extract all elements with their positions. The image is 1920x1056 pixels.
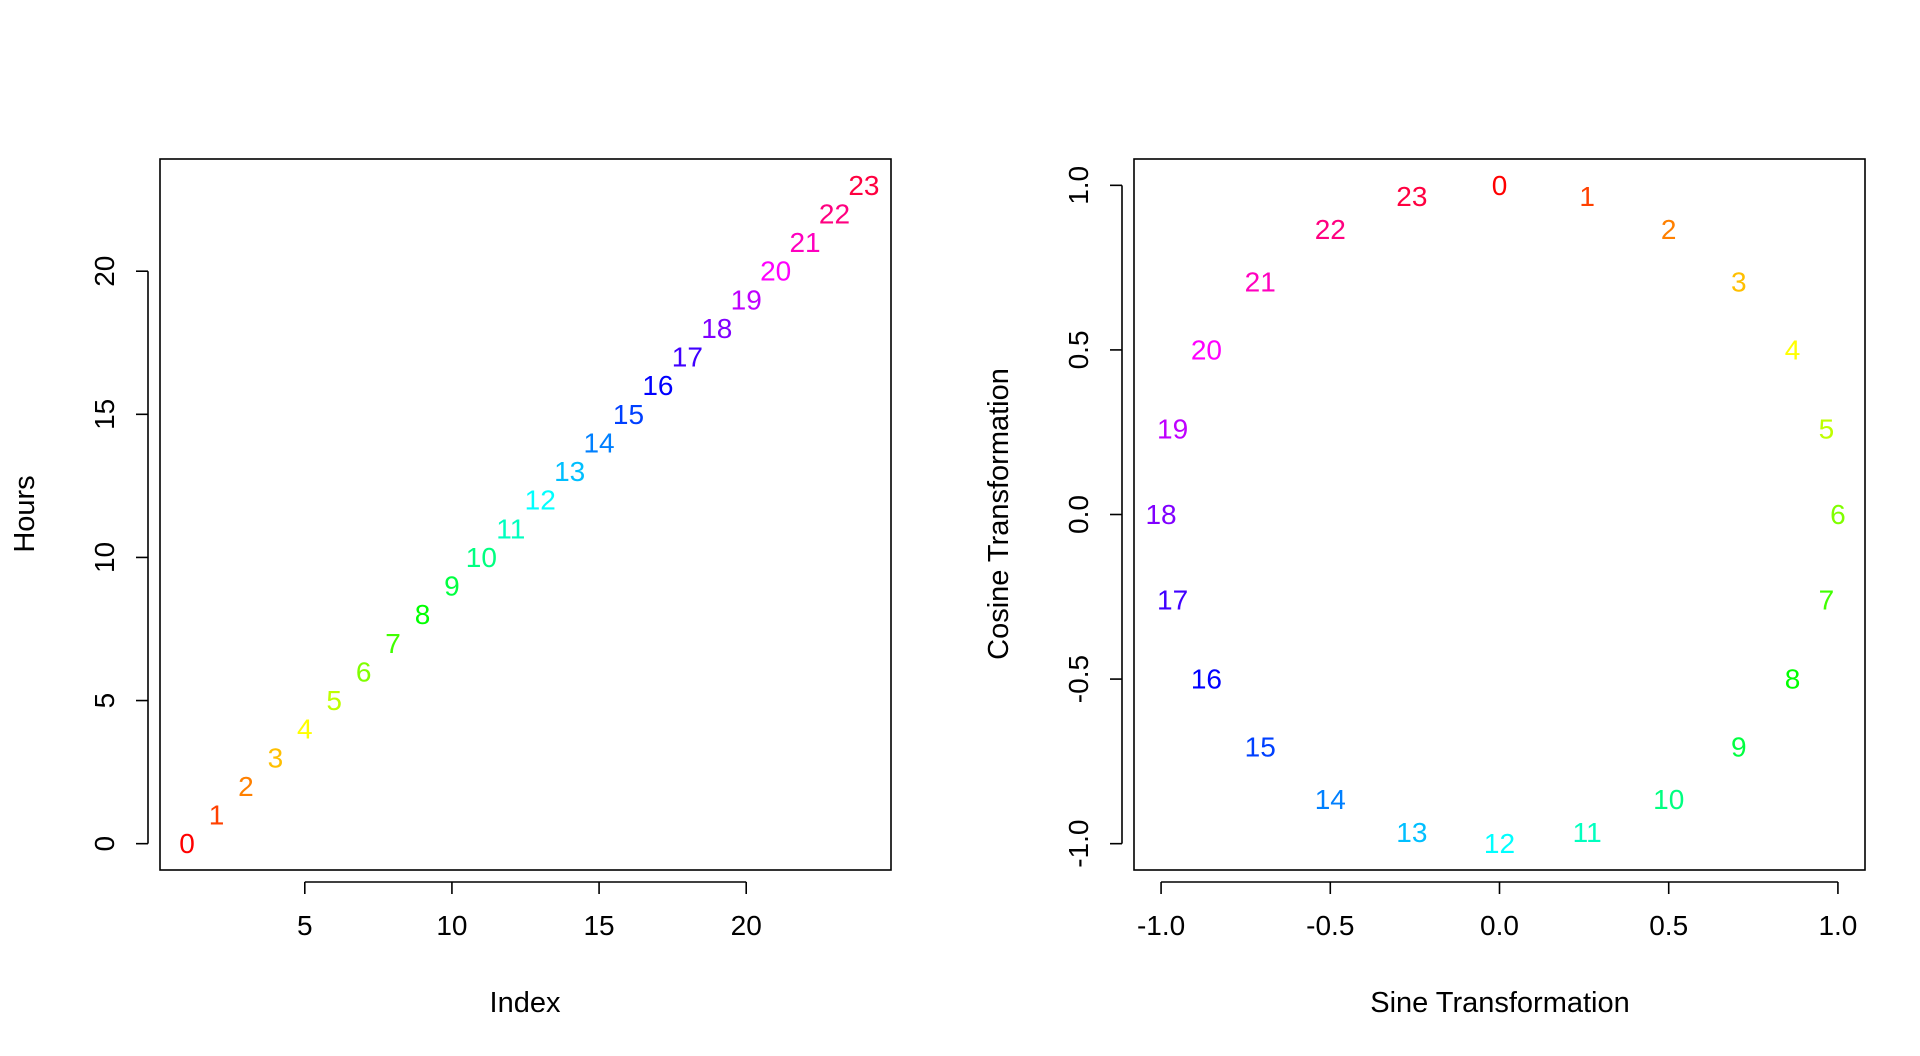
right-y-tick-label: 0.5 [1063, 330, 1094, 369]
right-data-point-label: 20 [1191, 334, 1222, 365]
left-x-axis-label: Index [490, 987, 561, 1019]
left-data-point-label: 14 [583, 427, 614, 458]
right-data-point-label: 1 [1579, 181, 1595, 212]
left-data-point-label: 20 [760, 256, 791, 287]
right-data-point-label: 3 [1731, 266, 1747, 297]
left-data-point-label: 8 [415, 599, 431, 630]
left-data-point-label: 19 [731, 284, 762, 315]
right-data-point-label: 22 [1315, 214, 1346, 245]
left-y-tick-label: 20 [89, 256, 120, 287]
right-y-tick-label: -1.0 [1063, 820, 1094, 868]
left-data-point-label: 23 [848, 170, 879, 201]
right-data-point-label: 6 [1830, 499, 1846, 530]
left-data-point-label: 17 [672, 342, 703, 373]
right-plot-frame [1133, 158, 1866, 871]
left-data-point-label: 2 [238, 771, 254, 802]
right-data-point-label: 23 [1396, 181, 1427, 212]
right-data-point-label: 17 [1157, 584, 1188, 615]
left-plot-frame [159, 158, 892, 871]
right-x-tick-label: 0.0 [1480, 910, 1519, 941]
right-data-point-label: 11 [1573, 817, 1602, 848]
left-data-point-label: 15 [613, 399, 644, 430]
left-data-point-label: 22 [819, 198, 850, 229]
right-data-point-label: 7 [1819, 584, 1835, 615]
right-data-point-label: 5 [1819, 414, 1835, 445]
right-y-tick-label: 1.0 [1063, 166, 1094, 205]
right-y-tick-label: -0.5 [1063, 655, 1094, 703]
right-x-tick-label: 0.5 [1649, 910, 1688, 941]
left-data-point-label: 7 [385, 628, 401, 659]
right-data-point-label: 21 [1245, 266, 1276, 297]
right-data-point-label: 4 [1785, 334, 1801, 365]
left-data-point-label: 21 [789, 227, 820, 258]
right-y-tick-label: 0.0 [1063, 495, 1094, 534]
right-y-axis-label: Cosine Transformation [983, 368, 1015, 660]
left-data-point-label: 16 [642, 370, 673, 401]
left-y-tick-label: 15 [89, 399, 120, 430]
right-data-point-label: 14 [1315, 784, 1346, 815]
right-data-point-label: 15 [1245, 732, 1276, 763]
left-data-point-label: 9 [444, 571, 460, 602]
right-data-point-label: 0 [1492, 170, 1508, 201]
left-data-point-label: 18 [701, 313, 732, 344]
right-data-point-label: 8 [1785, 664, 1801, 695]
right-data-point-label: 16 [1191, 664, 1222, 695]
right-data-point-label: 9 [1731, 732, 1747, 763]
right-x-tick-label: -1.0 [1137, 910, 1185, 941]
left-y-tick-label: 0 [89, 836, 120, 852]
right-data-point-label: 10 [1653, 784, 1684, 815]
left-data-point-label: 0 [179, 828, 195, 859]
left-data-point-label: 4 [297, 714, 313, 745]
left-y-tick-label: 5 [89, 693, 120, 709]
left-x-tick-label: 15 [583, 910, 614, 941]
right-data-point-label: 13 [1396, 817, 1427, 848]
left-y-tick-label: 10 [89, 542, 120, 573]
left-x-tick-label: 10 [436, 910, 467, 941]
left-y-axis-label: Hours [9, 475, 41, 552]
left-x-tick-label: 5 [297, 910, 313, 941]
left-data-point-label: 11 [496, 513, 525, 544]
left-plot-panel: Index Hours 5 10 15 20051015200123456789101… [9, 158, 892, 1019]
right-data-point-label: 2 [1661, 214, 1677, 245]
right-plot-panel: Sine Transformation Cosine Transformatio… [983, 158, 1866, 1019]
right-x-axis-label: Sine Transformation [1370, 987, 1630, 1019]
left-data-point-label: 5 [326, 685, 342, 716]
left-x-tick-label: 20 [731, 910, 762, 941]
right-data-point-label: 18 [1145, 499, 1176, 530]
left-data-point-label: 13 [554, 456, 585, 487]
left-data-point-label: 10 [466, 542, 497, 573]
right-data-point-label: 12 [1484, 828, 1515, 859]
right-x-tick-label: -0.5 [1306, 910, 1354, 941]
left-data-point-label: 6 [356, 656, 372, 687]
left-data-point-label: 12 [525, 485, 556, 516]
right-x-tick-label: 1.0 [1818, 910, 1857, 941]
right-data-point-label: 19 [1157, 414, 1188, 445]
left-data-point-label: 1 [209, 800, 225, 831]
left-data-point-label: 3 [268, 742, 284, 773]
